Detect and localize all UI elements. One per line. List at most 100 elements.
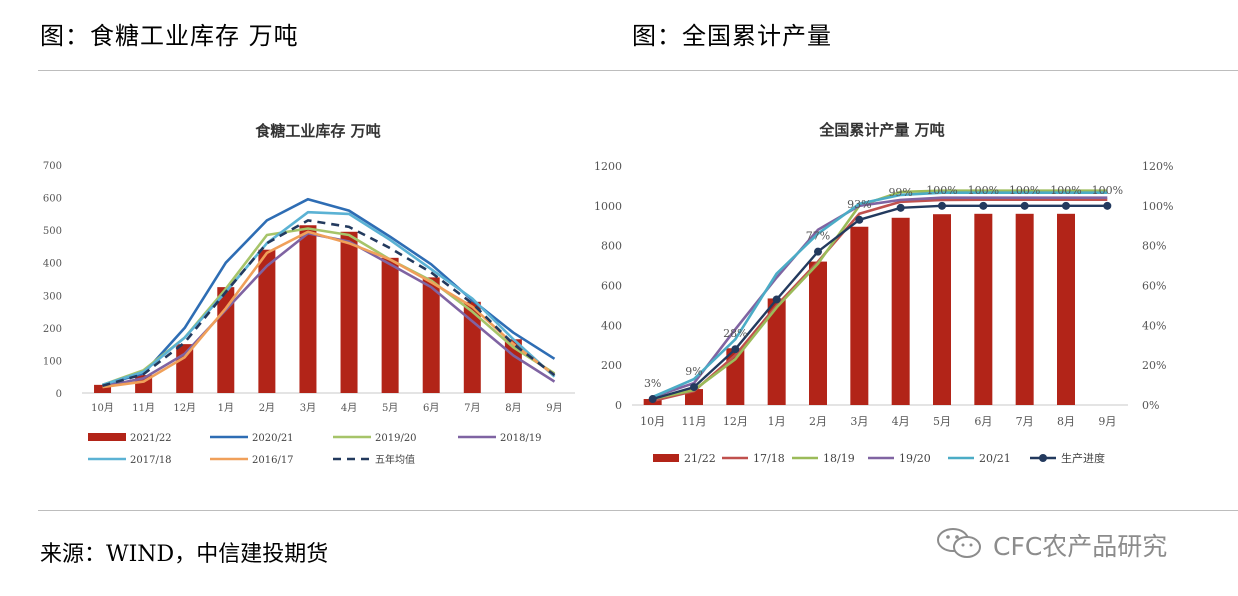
series-line-五年均值: [102, 219, 556, 388]
x-tick-label: 4月: [341, 402, 357, 414]
legend-marker: [1039, 454, 1047, 462]
bar-2021/22: [422, 277, 440, 393]
progress-point: [814, 247, 822, 256]
watermark: CFC农产品研究: [935, 528, 1167, 562]
legend-label: 17/18: [753, 452, 785, 465]
bar-21/22: [891, 217, 910, 405]
bar-2021/22: [94, 384, 112, 393]
progress-point: [648, 395, 657, 404]
legend-label: 2021/22: [130, 433, 172, 444]
legend-label: 2020/21: [252, 433, 294, 444]
x-tick-label: 8月: [505, 402, 521, 414]
x-tick-label: 11月: [682, 415, 707, 428]
series-line-生产进度: [652, 204, 1108, 401]
progress-point: [1103, 201, 1112, 210]
progress-point: [896, 203, 905, 212]
bar-2021/22: [299, 225, 317, 393]
progress-point: [772, 295, 781, 304]
data-label: 100%: [1092, 184, 1123, 197]
x-tick-label: 9月: [546, 402, 562, 414]
data-label: 3%: [644, 377, 661, 390]
data-label: 100%: [926, 184, 957, 197]
progress-point: [1062, 201, 1070, 210]
y-tick-label: 200: [601, 359, 622, 372]
y2-tick-label: 100%: [1142, 200, 1173, 213]
bar-21/22: [1015, 213, 1034, 405]
right-figure-caption: 图：全国累计产量: [632, 22, 832, 50]
data-label: 93%: [847, 198, 871, 211]
data-label: 100%: [968, 184, 999, 197]
y-tick-label: 600: [43, 194, 62, 205]
x-tick-label: 8月: [1057, 415, 1075, 428]
x-tick-label: 2月: [259, 402, 275, 414]
x-tick-label: 2月: [809, 415, 827, 428]
y2-tick-label: 120%: [1142, 160, 1173, 173]
x-tick-label: 10月: [91, 402, 114, 414]
watermark-text: CFC农产品研究: [993, 532, 1168, 561]
data-label: 9%: [685, 365, 702, 378]
y-tick-label: 600: [601, 280, 622, 293]
progress-point: [938, 201, 946, 210]
series-line-2016/17: [102, 230, 556, 389]
progress-point: [979, 201, 988, 210]
progress-point: [690, 383, 698, 392]
bar-2021/22: [340, 231, 358, 393]
series-line-2017/18: [102, 210, 556, 387]
legend-label: 五年均值: [375, 453, 415, 466]
legend-swatch: [88, 433, 126, 441]
data-label: 100%: [1050, 184, 1081, 197]
y2-tick-label: 80%: [1142, 240, 1166, 253]
y-tick-label: 400: [601, 319, 622, 332]
legend-label: 19/20: [899, 452, 931, 465]
wechat-icon: [935, 526, 987, 564]
progress-point: [731, 345, 740, 354]
y-tick-label: 1200: [594, 160, 622, 173]
x-tick-label: 7月: [464, 402, 480, 414]
x-tick-label: 10月: [640, 415, 665, 428]
x-tick-label: 6月: [423, 402, 439, 414]
bar-21/22: [767, 298, 786, 405]
y2-tick-label: 60%: [1142, 280, 1166, 293]
legend-label: 2016/17: [252, 455, 294, 466]
x-tick-label: 1月: [218, 402, 234, 414]
data-label: 28%: [723, 327, 747, 340]
x-tick-label: 4月: [892, 415, 910, 428]
legend-label: 2018/19: [500, 433, 542, 444]
series-line-17/18: [652, 198, 1108, 403]
legend-label: 18/19: [823, 452, 855, 465]
x-tick-label: 1月: [768, 415, 786, 428]
series-line-20/21: [652, 191, 1108, 399]
x-tick-label: 3月: [300, 402, 316, 414]
progress-point: [1020, 201, 1029, 210]
y-tick-label: 500: [43, 226, 62, 237]
bar-2021/22: [381, 257, 399, 393]
chart-industrial-inventory: 食糖工业库存 万吨 0 100 200 300 400 500 600 700 10月 11月 12月…: [43, 122, 575, 466]
bar-21/22: [809, 261, 827, 405]
chart-title: 全国累计产量 万吨: [818, 121, 944, 139]
y-tick-label: 400: [43, 259, 62, 270]
y2-tick-label: 20%: [1142, 359, 1166, 372]
y-tick-label: 800: [601, 240, 622, 253]
data-label: 77%: [806, 230, 830, 243]
bar-21/22: [933, 214, 951, 405]
x-tick-label: 9月: [1098, 415, 1116, 428]
legend-label: 2017/18: [130, 455, 172, 466]
top-divider: [38, 70, 1238, 71]
y-tick-label: 200: [43, 324, 62, 335]
chart-cumulative-production: 全国累计产量 万吨 0 200 400 600 800 1000 1200 0% 20% 40% 60…: [594, 121, 1173, 465]
y-tick-label: 0: [615, 399, 622, 412]
series-line-19/20: [652, 196, 1108, 399]
data-label: 100%: [1009, 184, 1040, 197]
x-tick-label: 7月: [1016, 415, 1034, 428]
legend-swatch: [653, 454, 679, 462]
y-tick-label: 100: [43, 356, 62, 367]
x-tick-label: 12月: [173, 402, 196, 414]
y-tick-label: 0: [56, 389, 62, 400]
legend-label: 2019/20: [375, 433, 417, 444]
x-tick-label: 12月: [723, 415, 748, 428]
legend-label: 生产进度: [1061, 451, 1105, 465]
x-tick-label: 3月: [850, 415, 868, 428]
progress-point: [855, 215, 864, 224]
chart-title: 食糖工业库存 万吨: [255, 122, 380, 140]
bar-21/22: [974, 213, 993, 405]
